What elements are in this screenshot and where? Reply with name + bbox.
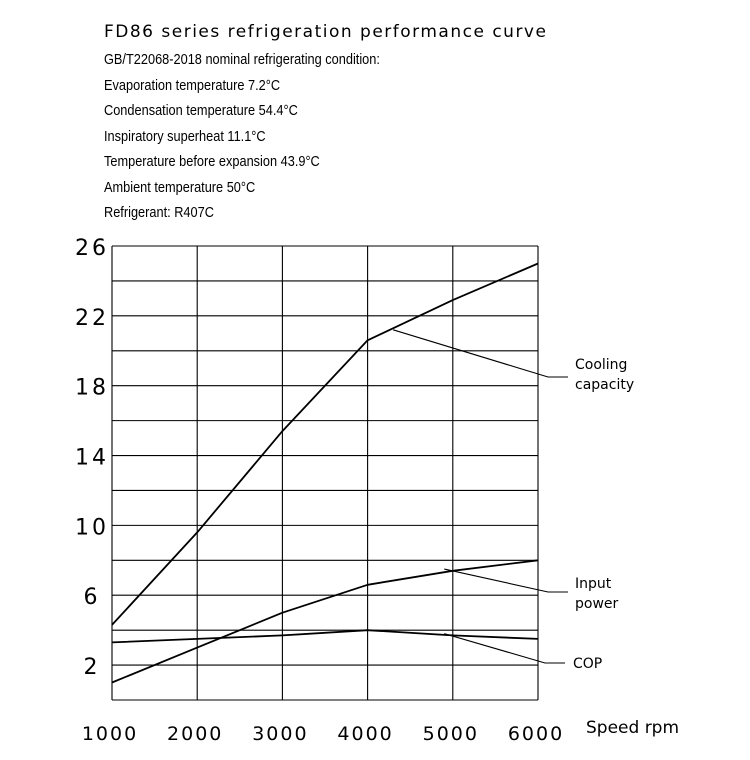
leader-line bbox=[392, 329, 568, 378]
chart-header: FD86 series refrigeration performance cu… bbox=[104, 22, 547, 227]
leader-line bbox=[444, 568, 568, 593]
x-tick-label: 4000 bbox=[337, 723, 393, 745]
x-tick-label: 1000 bbox=[82, 723, 138, 745]
series-lines bbox=[111, 262, 539, 684]
y-tick-label: 26 bbox=[75, 236, 109, 261]
y-tick-label: 14 bbox=[75, 446, 109, 471]
condition-expansion: Temperature before expansion 43.9°C bbox=[104, 154, 320, 170]
series-line-input-power bbox=[111, 559, 539, 684]
y-tick-label: 22 bbox=[75, 306, 109, 331]
series-label: COP bbox=[573, 656, 602, 672]
condition-condensation: Condensation temperature 54.4°C bbox=[104, 103, 298, 119]
series-line-cooling-capacity bbox=[111, 262, 539, 626]
y-tick-label: 10 bbox=[75, 515, 109, 540]
x-tick-label: 3000 bbox=[252, 723, 308, 745]
x-axis-label: Speed rpm bbox=[586, 718, 679, 738]
series-line-cop bbox=[111, 629, 539, 644]
leader-line bbox=[444, 633, 565, 664]
condition-standard: GB/T22068-2018 nominal refrigerating con… bbox=[104, 52, 380, 68]
condition-superheat: Inspiratory superheat 11.1°C bbox=[104, 128, 266, 145]
x-tick-label: 5000 bbox=[423, 723, 479, 745]
series-label: power bbox=[575, 596, 619, 612]
y-tick-label: 2 bbox=[84, 655, 101, 680]
x-tick-label: 2000 bbox=[167, 723, 223, 745]
y-tick-label: 6 bbox=[84, 585, 101, 610]
condition-refrigerant: Refrigerant: R407C bbox=[104, 205, 214, 221]
y-tick-label: 18 bbox=[75, 376, 109, 401]
x-tick-label: 6000 bbox=[508, 723, 564, 745]
series-label: Cooling bbox=[575, 357, 627, 373]
chart-title: FD86 series refrigeration performance cu… bbox=[104, 22, 548, 42]
condition-ambient: Ambient temperature 50°C bbox=[104, 179, 256, 196]
condition-evaporation: Evaporation temperature 7.2°C bbox=[104, 77, 281, 94]
series-annotations: Cooling capacity Input power COP bbox=[392, 329, 634, 672]
series-label: capacity bbox=[575, 377, 634, 393]
series-label: Input bbox=[575, 576, 612, 592]
